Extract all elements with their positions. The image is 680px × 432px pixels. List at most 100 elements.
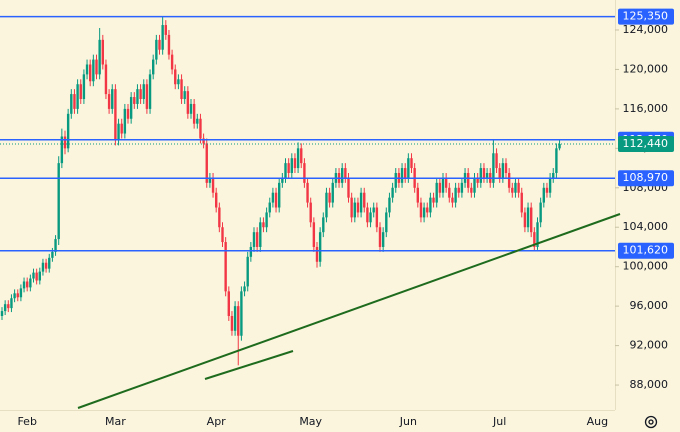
x-tick-label: Jun — [399, 415, 417, 428]
candle-body — [404, 168, 407, 178]
candle-body — [375, 207, 379, 228]
candle-body — [259, 222, 262, 247]
candle-body — [35, 272, 38, 281]
candle-body — [10, 298, 13, 309]
candle-body — [476, 177, 479, 183]
candle-body — [473, 177, 476, 193]
candle-body — [470, 187, 473, 193]
candle-body — [517, 182, 520, 193]
candle-body — [48, 257, 51, 269]
candle-body — [189, 103, 193, 114]
candle-body — [79, 84, 82, 100]
x-tick-label: Jul — [492, 415, 506, 428]
candle-body — [507, 172, 511, 188]
candle-body — [26, 281, 29, 288]
candle-body — [416, 187, 419, 203]
candle-body — [152, 59, 155, 75]
candle-body — [3, 304, 7, 312]
candle-body — [485, 172, 489, 178]
candle-body — [205, 143, 208, 183]
candle-body — [448, 187, 451, 198]
candle-body — [495, 153, 498, 169]
candle-body — [429, 197, 432, 213]
candle-body — [230, 316, 234, 331]
candle-body — [70, 94, 73, 114]
candle-body — [533, 232, 536, 247]
candle-body — [498, 168, 501, 178]
candle-body — [548, 177, 552, 193]
settings-icon[interactable] — [644, 415, 658, 429]
candle-body — [19, 288, 23, 298]
candle-body — [300, 148, 303, 164]
level-label: 108,970 — [623, 171, 669, 184]
candle-body — [16, 293, 19, 298]
candle-body — [422, 207, 426, 218]
candle-body — [350, 197, 353, 218]
candle-body — [161, 25, 164, 50]
candle-body — [183, 91, 186, 100]
candle-body — [482, 168, 486, 178]
candle-body — [117, 123, 120, 141]
candle-body — [221, 227, 224, 243]
plot-area — [0, 15, 615, 366]
candle-body — [111, 89, 114, 109]
candle-body — [356, 202, 360, 213]
candle-body — [410, 158, 413, 169]
candle-body — [155, 39, 158, 60]
candle-body — [95, 59, 98, 75]
candle-body — [552, 172, 555, 178]
level-box — [618, 242, 674, 259]
candle-body — [82, 74, 86, 100]
candle-body — [296, 148, 300, 169]
candle-body — [542, 187, 545, 203]
candle-body — [388, 197, 391, 213]
candle-body — [426, 207, 429, 213]
candle-body — [530, 207, 533, 233]
candle-body — [407, 158, 410, 178]
candle-body — [460, 182, 464, 193]
candle-body — [208, 177, 212, 183]
candle-body — [211, 177, 215, 193]
candle-body — [32, 272, 35, 279]
candle-body — [293, 158, 297, 169]
candle-body — [444, 177, 448, 188]
candle-body — [38, 271, 41, 281]
level-box — [618, 170, 674, 187]
candle-body — [85, 64, 89, 75]
candle-body — [227, 291, 230, 317]
candle-body — [177, 79, 180, 85]
y-tick-label: 88,000 — [630, 378, 669, 391]
candle-body — [180, 79, 183, 100]
y-tick-label: 124,000 — [623, 23, 669, 36]
y-tick-label: 116,000 — [623, 102, 669, 115]
candle-body — [107, 94, 111, 109]
candle-body — [120, 123, 123, 134]
candle-body — [479, 168, 482, 183]
x-tick-label: Aug — [587, 415, 608, 428]
candle-body — [54, 239, 57, 252]
candle-body — [366, 207, 369, 223]
candle-body — [555, 148, 558, 173]
last-price-box — [618, 135, 674, 152]
candle-body — [435, 182, 438, 203]
candle-body — [123, 108, 127, 134]
candle-body — [164, 25, 167, 35]
candle-body — [369, 212, 372, 223]
candle-body — [303, 163, 306, 183]
candle-body — [309, 202, 312, 223]
candle-body — [419, 202, 423, 218]
candle-body — [126, 108, 130, 119]
candle-body — [104, 64, 108, 95]
candle-body — [287, 163, 290, 173]
candle-body — [22, 281, 26, 289]
candle-body — [114, 89, 117, 141]
candle-body — [249, 246, 253, 257]
candle-body — [514, 182, 517, 193]
candle-body — [129, 97, 133, 119]
candle-body — [315, 246, 319, 262]
candle-body — [318, 232, 322, 262]
x-tick-label: May — [299, 415, 322, 428]
candle-body — [558, 143, 561, 149]
candle-body — [451, 197, 454, 203]
